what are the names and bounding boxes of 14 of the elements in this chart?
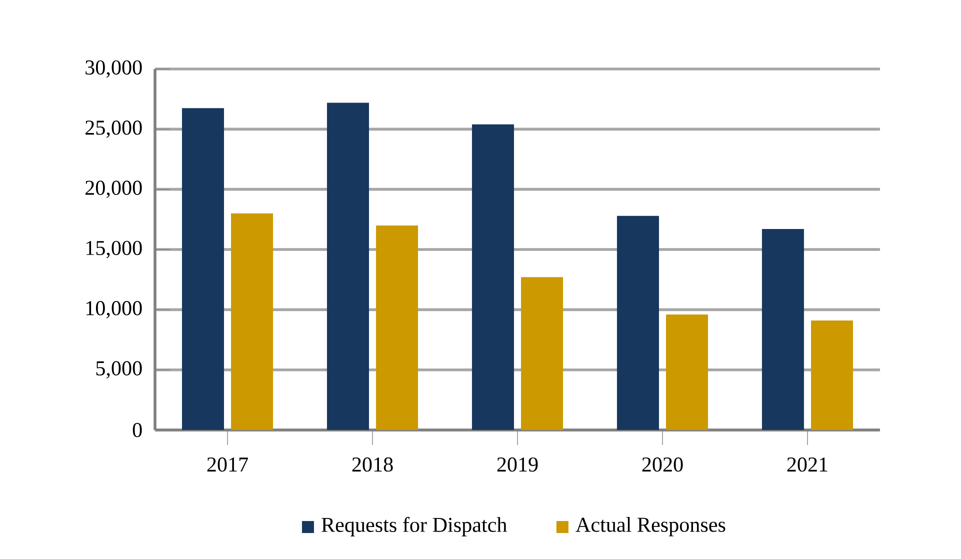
legend-label: Actual Responses xyxy=(576,517,726,536)
legend-label: Requests for Dispatch xyxy=(322,516,507,536)
y-tick-label: 30,000 xyxy=(86,60,142,78)
y-tick-label: 15,000 xyxy=(86,240,142,258)
y-tick-label: 20,000 xyxy=(86,180,142,198)
y-tick-label: 5,000 xyxy=(96,361,142,378)
x-tick-label: 2018 xyxy=(352,457,393,472)
x-tick-label: 2017 xyxy=(207,457,248,472)
y-tick-label: 0 xyxy=(132,422,142,438)
y-tick-label: 10,000 xyxy=(86,301,142,318)
x-tick-label: 2021 xyxy=(787,457,828,472)
x-tick-label: 2020 xyxy=(642,457,683,472)
y-tick-label: 25,000 xyxy=(86,120,142,138)
x-tick-label: 2019 xyxy=(497,457,538,472)
